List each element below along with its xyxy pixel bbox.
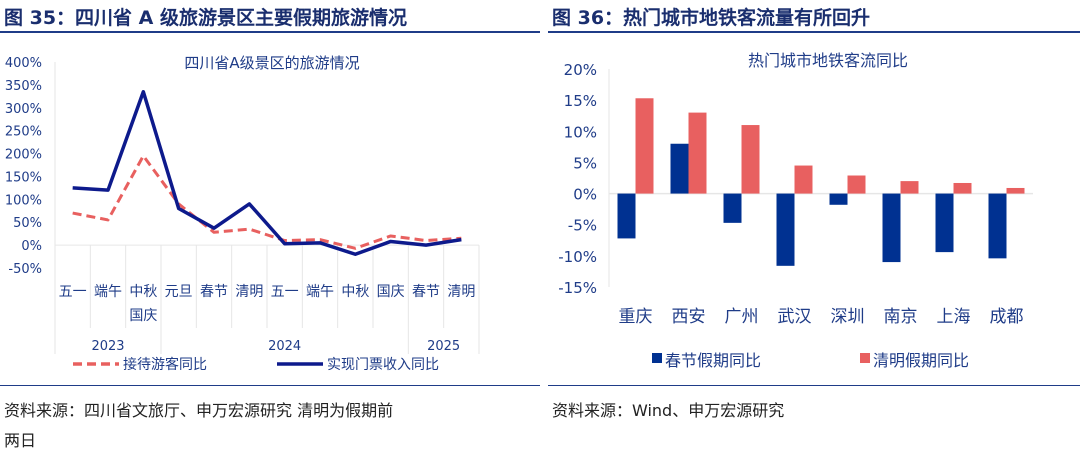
- figure-title: 图 36：热门城市地铁客流量有所回升: [552, 7, 871, 29]
- y-tick-label: -15%: [558, 279, 597, 297]
- bar-chunjie: [617, 193, 636, 239]
- y-tick-label: 350%: [5, 79, 42, 94]
- bar-chunjie: [723, 193, 742, 223]
- x-tick-label: 五一: [59, 284, 87, 300]
- series-line-1: [72, 154, 462, 250]
- x-tick-label: 南京: [884, 307, 918, 327]
- y-tick-label: -50%: [8, 262, 42, 277]
- title-rule: [548, 31, 1080, 33]
- bar-qingming: [635, 98, 654, 194]
- y-tick-label: 200%: [5, 148, 42, 163]
- legend-swatch: [652, 353, 662, 363]
- x-tick-label: 元旦: [165, 284, 193, 300]
- y-tick-label: -10%: [558, 248, 597, 266]
- y-tick-label: 100%: [5, 193, 42, 208]
- x-tick-label: 端午: [306, 284, 334, 300]
- x-tick-label: 清明: [235, 284, 263, 300]
- source-text: 资料来源：Wind、申万宏源研究: [552, 401, 785, 420]
- bar-qingming: [900, 181, 919, 194]
- bar-qingming: [847, 175, 866, 194]
- x-tick-label: 深圳: [831, 307, 865, 327]
- figure-title: 图 35：四川省 A 级旅游景区主要假期旅游情况: [4, 7, 407, 29]
- y-tick-label: 15%: [564, 92, 597, 110]
- x-tick-label: 五一: [271, 284, 299, 300]
- legend-label: 接待游客同比: [123, 356, 207, 373]
- bar-qingming: [688, 112, 707, 194]
- bar-chunjie: [935, 193, 954, 253]
- chart-title: 热门城市地铁客流同比: [748, 51, 908, 70]
- x-tick-label: 国庆: [377, 284, 405, 300]
- source-rule: [0, 385, 540, 386]
- legend-label: 实现门票收入同比: [327, 357, 439, 373]
- year-label: 2024: [268, 339, 301, 354]
- x-tick-label: 西安: [672, 307, 706, 327]
- x-tick-label: 上海: [937, 307, 971, 327]
- year-label: 2023: [91, 339, 124, 354]
- bar-chunjie: [882, 193, 901, 263]
- x-tick-label: 端午: [94, 284, 122, 300]
- year-label: 2025: [427, 339, 460, 354]
- legend-label: 春节假期同比: [665, 351, 761, 370]
- bar-chunjie: [829, 193, 848, 205]
- y-tick-label: 0%: [573, 186, 597, 204]
- bar-chunjie: [670, 143, 689, 194]
- bar-chunjie: [776, 193, 795, 266]
- legend-label: 清明假期同比: [873, 351, 969, 370]
- y-tick-label: -5%: [568, 217, 597, 235]
- x-tick-label: 成都: [990, 307, 1024, 327]
- bar-qingming: [953, 182, 972, 194]
- bar-chunjie: [988, 193, 1007, 259]
- series-line-2: [72, 90, 462, 257]
- bar-qingming: [741, 125, 760, 194]
- y-tick-label: 300%: [5, 102, 42, 117]
- source-text-2: 两日: [4, 431, 37, 450]
- x-tick-label: 清明: [447, 284, 475, 300]
- source-rule: [548, 385, 1080, 386]
- x-tick-label: 重庆: [619, 307, 653, 327]
- bar-qingming: [1006, 187, 1025, 194]
- left-panel: 图 35：四川省 A 级旅游景区主要假期旅游情况 四川省A级景区的旅游情况 400…: [0, 7, 540, 450]
- y-tick-label: 0%: [21, 239, 42, 254]
- x-tick-label: 春节: [412, 284, 440, 300]
- y-tick-label: 20%: [564, 61, 597, 79]
- source-text: 资料来源：四川省文旅厅、申万宏源研究 清明为假期前: [4, 401, 394, 420]
- x-tick-label: 春节: [200, 284, 228, 300]
- bar-qingming: [794, 165, 813, 194]
- title-rule: [0, 31, 540, 33]
- x-tick-label: 国庆: [129, 308, 157, 324]
- y-tick-label: 250%: [5, 125, 42, 140]
- line-chart: 四川省A级景区的旅游情况 400% 350% 300% 250% 200% 150% 100%…: [5, 54, 480, 373]
- x-tick-label: 中秋: [129, 284, 157, 300]
- x-tick-label: 广州: [725, 307, 759, 327]
- y-tick-label: 50%: [13, 216, 42, 231]
- legend-swatch: [860, 353, 870, 363]
- y-tick-label: 400%: [5, 56, 42, 71]
- y-tick-label: 150%: [5, 170, 42, 185]
- y-tick-label: 10%: [564, 123, 597, 141]
- x-tick-label: 武汉: [778, 307, 812, 327]
- y-tick-label: 5%: [573, 154, 597, 172]
- chart-title: 四川省A级景区的旅游情况: [184, 54, 359, 72]
- right-panel: 图 36：热门城市地铁客流量有所回升 热门城市地铁客流同比 20% 15% 10% 5%…: [548, 0, 1080, 459]
- bar-chart: 热门城市地铁客流同比 20% 15% 10% 5% 0% -5% -10% -15% 重庆 西安 广州…: [558, 51, 1033, 370]
- x-tick-label: 中秋: [341, 284, 369, 300]
